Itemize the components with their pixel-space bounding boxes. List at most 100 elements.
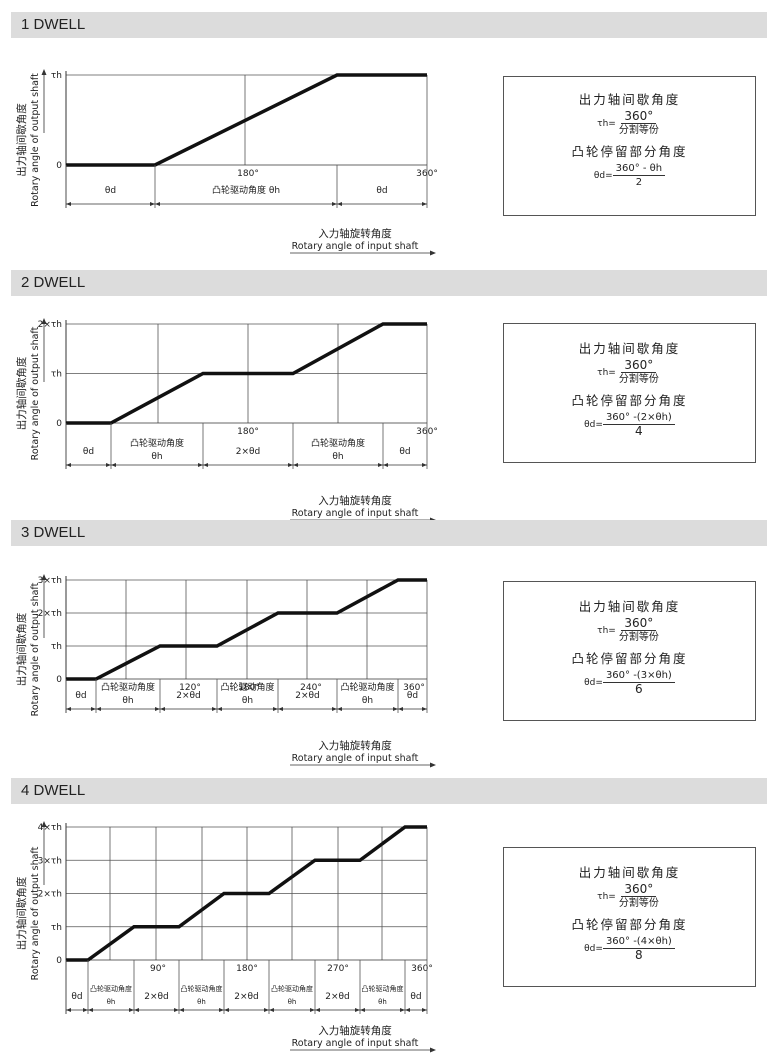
y-axis-label-cn: 出力轴间歇角度 — [15, 876, 28, 950]
theta-denominator: 6 — [635, 682, 643, 696]
y-axis-arrowhead — [41, 821, 47, 827]
tau-lhs: τh= — [597, 625, 616, 636]
y-tick-label: 0 — [56, 419, 62, 429]
formula-title-output: 出力轴间歇角度 — [578, 599, 681, 614]
formula-tau: τh= 360° 分割等份 — [504, 110, 755, 137]
x-tick-label: 180° — [237, 427, 259, 437]
y-tick-label: 0 — [56, 675, 62, 685]
formula-box-2: 出力轴间歇角度 τh= 360° 分割等份 凸轮停留部分角度 θd= 360° -… — [503, 323, 756, 463]
dimension-arrowhead — [66, 1008, 71, 1012]
dimension-arrowhead — [293, 463, 298, 467]
formula-tau: τh= 360° 分割等份 — [504, 617, 755, 644]
y-axis-arrowhead — [41, 574, 47, 580]
tau-numerator: 360° — [621, 110, 657, 124]
y-axis-label-cn: 出力轴间歇角度 — [15, 356, 28, 430]
formula-theta: θd= 360° -(2×θh) 4 — [504, 411, 755, 438]
segment-label: 凸轮驱动角度 — [90, 984, 132, 993]
dimension-arrowhead — [83, 1008, 88, 1012]
segment-label: 2×θd — [295, 691, 320, 701]
formula-theta: θd= 360° -(3×θh) 6 — [504, 669, 755, 696]
dimension-arrowhead — [360, 1008, 365, 1012]
theta-numerator: 360° - θh — [612, 162, 666, 176]
segment-label: 2×θd — [325, 992, 350, 1002]
y-tick-label: τh — [51, 923, 62, 933]
theta-lhs: θd= — [584, 677, 603, 688]
y-axis-label-cn: 出力轴间歇角度 — [15, 612, 28, 686]
dwell-profile-line — [66, 322, 427, 425]
theta-numerator: 360° -(3×θh) — [602, 669, 675, 683]
tau-lhs: τh= — [597, 891, 616, 902]
x-axis-label-en: Rotary angle of input shaft — [292, 753, 419, 764]
dimension-arrowhead — [91, 707, 96, 711]
y-tick-label: 2×τh — [38, 320, 62, 330]
y-tick-label: 2×τh — [38, 609, 62, 619]
formula-box-4: 出力轴间歇角度 τh= 360° 分割等份 凸轮停留部分角度 θd= 360° -… — [503, 847, 756, 987]
y-tick-label: 2×τh — [38, 890, 62, 900]
segment-label: θd — [376, 186, 387, 196]
segment-label: 2×θd — [144, 992, 169, 1002]
section-header-2: 2 DWELL — [11, 270, 767, 296]
y-tick-label: τh — [51, 71, 62, 81]
segment-label: 凸轮驱动角度 — [362, 984, 404, 993]
tau-denominator: 分割等份 — [618, 898, 659, 909]
x-axis-label-cn: 入力轴旋转角度 — [318, 1024, 392, 1037]
segment-label: θd — [407, 691, 418, 701]
segment-label: θh — [122, 696, 133, 706]
segment-label: θh — [288, 998, 297, 1006]
y-tick-label: 3×τh — [38, 856, 62, 866]
x-axis-label-cn: 入力轴旋转角度 — [318, 494, 392, 507]
y-tick-label: τh — [51, 370, 62, 380]
y-axis-label-en: Rotary angle of output shaft — [30, 326, 41, 460]
dimension-arrowhead — [96, 707, 101, 711]
x-axis-arrowhead — [430, 1047, 436, 1053]
dimension-arrowhead — [273, 707, 278, 711]
formula-tau: τh= 360° 分割等份 — [504, 359, 755, 386]
formula-title-output: 出力轴间歇角度 — [578, 865, 681, 880]
dimension-arrowhead — [129, 1008, 134, 1012]
segment-label: θh — [107, 998, 116, 1006]
segment-label: 凸轮驱动角度 — [340, 681, 394, 693]
tau-denominator: 分割等份 — [618, 125, 659, 136]
theta-denominator: 2 — [635, 177, 643, 188]
y-axis-label-en: Rotary angle of output shaft — [30, 846, 41, 980]
dimension-arrowhead — [269, 1008, 274, 1012]
dimension-arrowhead — [66, 202, 71, 206]
dimension-arrowhead — [111, 463, 116, 467]
theta-denominator: 4 — [635, 424, 643, 438]
segment-label: θh — [362, 696, 373, 706]
dimension-arrowhead — [422, 707, 427, 711]
y-tick-label: 0 — [56, 161, 62, 171]
x-tick-label: 180° — [236, 964, 258, 974]
section-header-3: 3 DWELL — [11, 520, 767, 546]
dimension-arrowhead — [278, 707, 283, 711]
theta-lhs: θd= — [584, 943, 603, 954]
y-tick-label: τh — [51, 642, 62, 652]
y-axis-arrowhead — [41, 318, 47, 324]
tau-denominator: 分割等份 — [618, 374, 659, 385]
dimension-arrowhead — [150, 202, 155, 206]
dimension-arrowhead — [332, 707, 337, 711]
x-axis-arrowhead — [430, 250, 436, 256]
formula-box-1: 出力轴间歇角度 τh= 360° 分割等份 凸轮停留部分角度 θd= 360° -… — [503, 76, 756, 216]
x-tick-label: 180° — [237, 169, 259, 179]
dimension-arrowhead — [179, 1008, 184, 1012]
segment-label: 2×θd — [236, 447, 261, 457]
y-axis-label-cn: 出力轴间歇角度 — [15, 103, 28, 177]
theta-lhs: θd= — [584, 419, 603, 430]
segment-label: 凸轮驱动角度 — [271, 984, 313, 993]
dimension-arrowhead — [212, 707, 217, 711]
tau-numerator: 360° — [621, 883, 657, 897]
dimension-arrowhead — [155, 202, 160, 206]
dimension-arrowhead — [422, 202, 427, 206]
dimension-arrowhead — [315, 1008, 320, 1012]
dimension-arrowhead — [383, 463, 388, 467]
dimension-arrowhead — [422, 463, 427, 467]
tau-lhs: τh= — [597, 118, 616, 129]
x-tick-label: 90° — [150, 964, 166, 974]
dimension-arrowhead — [378, 463, 383, 467]
dimension-arrowhead — [198, 463, 203, 467]
x-axis-label-cn: 入力轴旋转角度 — [318, 227, 392, 240]
x-axis-label-en: Rotary angle of input shaft — [292, 1038, 419, 1049]
dwell-chart-4: 0 τh 2×τh 3×τh 4×τh 90° 180° 270° 360° θd 凸轮驱动角度 θh… — [15, 821, 436, 1053]
